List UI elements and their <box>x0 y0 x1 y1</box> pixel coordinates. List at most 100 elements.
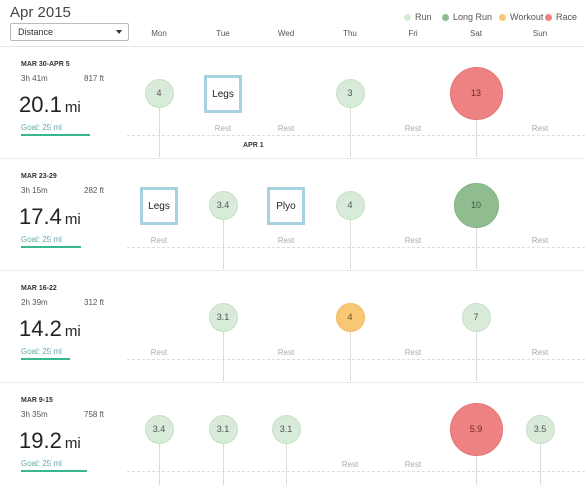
rest-label: Rest <box>404 124 422 133</box>
week-time: 3h 41m <box>21 74 48 83</box>
run-bubble[interactable]: 3.1 <box>208 414 238 444</box>
rest-label: Rest <box>404 460 422 469</box>
bubble-stem <box>350 205 351 269</box>
run-bubble[interactable]: 4 <box>335 190 365 220</box>
run-bubble[interactable]: 3.5 <box>525 414 555 444</box>
day-label: Mon <box>151 29 167 38</box>
week-row: MAR 16-22 2h 39m 312 ft 14.2 mi Goal: 25 mi Re… <box>0 271 585 383</box>
bubble-stem <box>350 317 351 381</box>
week-distance-value: 19.2 <box>19 428 62 453</box>
week-range: MAR 9-15 <box>21 397 53 404</box>
goal-progress-bar <box>21 134 90 136</box>
week-range: MAR 30-APR 5 <box>21 61 70 68</box>
week-goal: Goal: 25 mi <box>21 123 62 132</box>
goal-progress-bar <box>21 246 81 248</box>
week-divider <box>0 382 585 383</box>
bubble-stem <box>476 205 477 269</box>
run-bubble[interactable]: 3.4 <box>144 414 174 444</box>
workout-bubble[interactable]: 4 <box>335 302 365 332</box>
bubble-stem <box>476 317 477 381</box>
week-distance: 17.4 mi <box>19 204 81 230</box>
week-baseline <box>127 359 585 360</box>
week-distance-unit: mi <box>64 99 81 116</box>
run-bubble[interactable]: 3.1 <box>271 414 301 444</box>
week-distance-unit: mi <box>64 435 81 452</box>
run-bubble[interactable]: 3.1 <box>208 302 238 332</box>
rest-label: Rest <box>531 124 549 133</box>
rest-label: Rest <box>277 236 295 245</box>
bubble-stem <box>159 429 160 485</box>
week-distance-unit: mi <box>64 323 81 340</box>
legend-item: Long Run <box>442 12 492 22</box>
race-bubble[interactable]: 13 <box>449 66 503 120</box>
run-bubble[interactable]: 3.4 <box>208 190 238 220</box>
week-time: 3h 15m <box>21 186 48 195</box>
week-elevation: 817 ft <box>84 74 105 83</box>
week-range: MAR 16-22 <box>21 285 57 292</box>
week-range: MAR 23-29 <box>21 173 57 180</box>
legend-label: Race <box>556 12 578 22</box>
rest-label: Rest <box>531 348 549 357</box>
week-elevation: 758 ft <box>84 410 105 419</box>
day-label: Tue <box>216 29 230 38</box>
rest-label: Rest <box>341 460 359 469</box>
workout-box[interactable]: Legs <box>204 75 242 113</box>
month-title: Apr 2015 <box>10 4 71 21</box>
bubble-stem <box>350 93 351 157</box>
legend-dot-icon <box>442 13 449 21</box>
week-divider <box>0 270 585 271</box>
run-bubble[interactable]: 3 <box>335 78 365 108</box>
day-label: Sun <box>532 29 548 38</box>
week-time: 2h 39m <box>21 298 48 307</box>
rest-label: Rest <box>214 124 232 133</box>
week-elevation: 312 ft <box>84 298 105 307</box>
rest-label: Rest <box>277 348 295 357</box>
bubble-stem <box>476 429 477 485</box>
run-bubble[interactable]: 4 <box>144 78 174 108</box>
week-time: 3h 35m <box>21 410 48 419</box>
rest-label: Rest <box>404 348 422 357</box>
goal-progress-bar <box>21 470 87 472</box>
week-goal: Goal: 25 mi <box>21 347 62 356</box>
week-distance-value: 20.1 <box>19 92 62 117</box>
chevron-down-icon <box>116 30 122 34</box>
rest-label: Rest <box>404 236 422 245</box>
week-distance-value: 17.4 <box>19 204 62 229</box>
week-goal: Goal: 25 mi <box>21 459 62 468</box>
legend-label: Workout <box>510 12 544 22</box>
workout-box[interactable]: Plyo <box>267 187 305 225</box>
week-row: MAR 9-15 3h 35m 758 ft 19.2 mi Goal: 25 mi 3.4… <box>0 383 585 485</box>
legend-label: Run <box>415 12 432 22</box>
week-baseline <box>127 247 585 248</box>
week-goal: Goal: 25 mi <box>21 235 62 244</box>
week-elevation: 282 ft <box>84 186 105 195</box>
rest-label: Rest <box>150 348 168 357</box>
workout-box[interactable]: Legs <box>140 187 178 225</box>
legend-item: Run <box>404 12 432 22</box>
rest-label: Rest <box>531 236 549 245</box>
rest-label: Rest <box>277 124 295 133</box>
day-label: Thu <box>343 29 357 38</box>
race-bubble[interactable]: 5.9 <box>449 402 503 456</box>
legend-item: Workout <box>499 12 543 22</box>
long-bubble[interactable]: 10 <box>453 182 499 228</box>
bubble-stem <box>286 429 287 485</box>
metric-select[interactable]: Distance <box>10 23 129 41</box>
month-marker: APR 1 <box>243 142 264 149</box>
week-distance: 20.1 mi <box>19 92 81 118</box>
metric-select-value: Distance <box>18 27 54 37</box>
week-distance-unit: mi <box>64 211 81 228</box>
bubble-stem <box>476 93 477 157</box>
legend-dot-icon <box>499 13 506 21</box>
bubble-stem <box>223 205 224 269</box>
day-label: Fri <box>408 29 418 38</box>
run-bubble[interactable]: 7 <box>461 302 491 332</box>
week-distance-value: 14.2 <box>19 316 62 341</box>
legend-item: Race <box>545 12 577 22</box>
week-divider <box>0 158 585 159</box>
day-label: Sat <box>469 29 482 38</box>
bubble-stem <box>540 429 541 485</box>
week-baseline <box>127 471 585 472</box>
rest-label: Rest <box>150 236 168 245</box>
bubble-stem <box>223 429 224 485</box>
